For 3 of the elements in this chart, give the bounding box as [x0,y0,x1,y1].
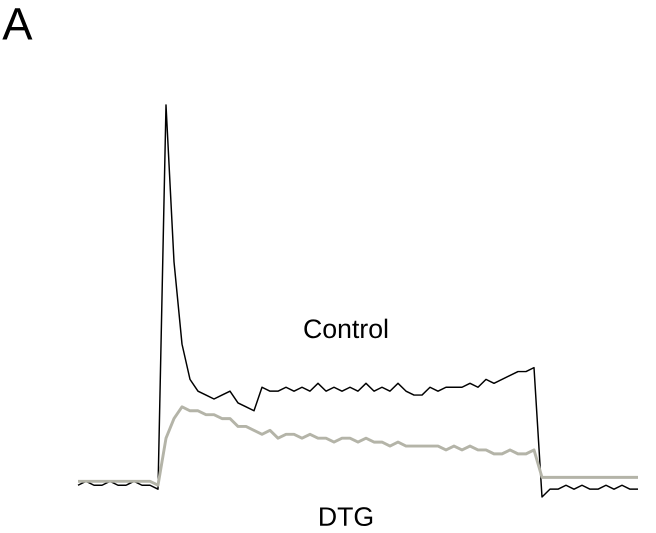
series-label: Control [304,318,388,338]
chart-title: A [2,8,32,40]
text: DTG [320,507,372,526]
